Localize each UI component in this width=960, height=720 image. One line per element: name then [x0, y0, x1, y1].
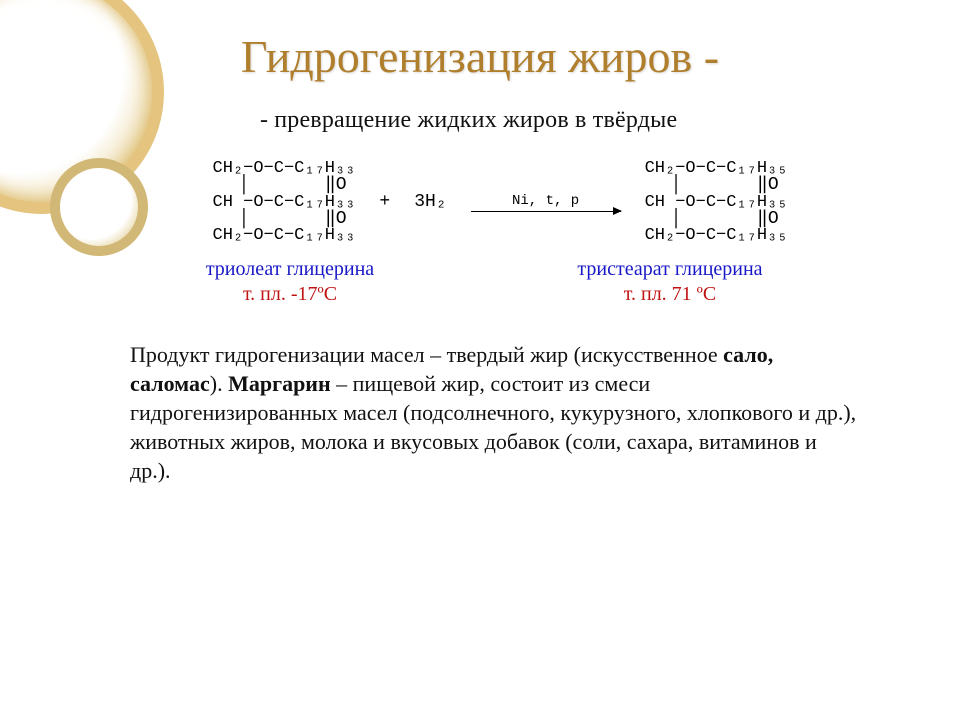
tail-left-3: C₁₇H₃₃	[294, 227, 355, 244]
para-bold-margarin: Маргарин	[228, 371, 331, 396]
molecule-labels: триолеат глицерина т. пл. -17ºС тристеар…	[140, 258, 820, 306]
label-left: триолеат глицерина т. пл. -17ºС	[140, 258, 440, 306]
plus-sign: +	[379, 192, 390, 212]
hydrogen: 3H₂	[414, 192, 446, 212]
label-left-mp: т. пл. -17ºС	[140, 283, 440, 306]
reaction-conditions: Ni, t, p	[512, 193, 579, 209]
label-right-mp: т. пл. 71 ºС	[520, 283, 820, 306]
page-title: Гидрогенизация жиров -	[60, 30, 900, 83]
subtitle-text: превращение жидких жиров в твёрдые	[274, 107, 677, 133]
reaction-arrow: Ni, t, p	[471, 193, 621, 212]
para-1a: Продукт гидрогенизации масел – твердый ж…	[130, 342, 723, 367]
molecule-trioleate: CH₂−O−C−C₁₇H₃₃ │ ‖O CH −O−C−C₁₇H₃₃ │ ‖O …	[213, 160, 356, 244]
para-1c: ).	[210, 371, 228, 396]
label-right-name: тристеарат глицерина	[520, 258, 820, 281]
tail-right-3: C₁₇H₃₅	[726, 227, 787, 244]
arrow-line	[471, 211, 621, 212]
slide: Гидрогенизация жиров - -превращение жидк…	[0, 0, 960, 505]
label-right: тристеарат глицерина т. пл. 71 ºС	[520, 258, 820, 306]
molecule-tristearate: CH₂−O−C−C₁₇H₃₅ │ ‖O CH −O−C−C₁₇H₃₅ │ ‖O …	[645, 160, 788, 244]
reaction-scheme: CH₂−O−C−C₁₇H₃₃ │ ‖O CH −O−C−C₁₇H₃₃ │ ‖O …	[100, 160, 900, 244]
label-left-name: триолеат глицерина	[140, 258, 440, 281]
subtitle-dash: -	[260, 107, 268, 133]
body-paragraph: Продукт гидрогенизации масел – твердый ж…	[130, 340, 860, 485]
subtitle: -превращение жидких жиров в твёрдые	[260, 107, 900, 134]
